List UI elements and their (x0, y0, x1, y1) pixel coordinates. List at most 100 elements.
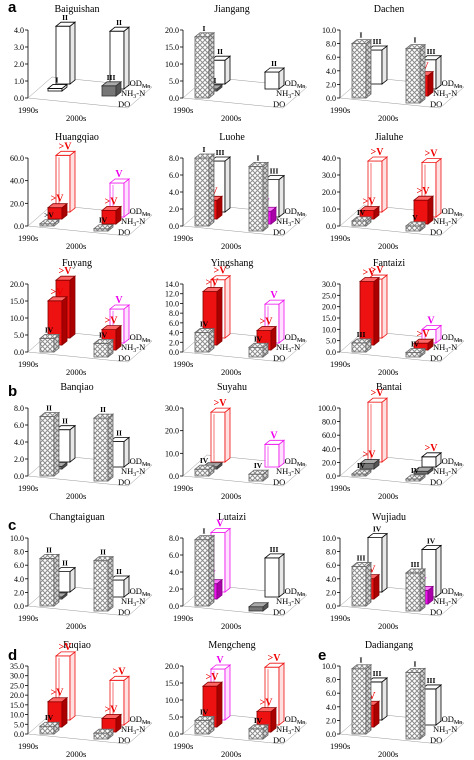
bar-front (351, 43, 367, 99)
bar-side (278, 662, 285, 726)
grade-label: II (100, 548, 106, 557)
panel-letter-a: a (8, 0, 17, 16)
grade-label: IV (200, 707, 209, 716)
bar-top (46, 84, 69, 89)
bar-side (53, 553, 60, 607)
bar-side (216, 681, 223, 728)
bar: IV (92, 216, 115, 232)
chart-panel-jialuhe: Jialuhe0.010.020.030.040.01990s2000sCODM… (322, 132, 465, 251)
y-tick-label: 20.0 (322, 458, 336, 467)
series-label: DO (430, 607, 442, 617)
bar-top (358, 277, 381, 282)
series-label: NH3-N (276, 216, 300, 228)
panel-letter-e: e (318, 647, 326, 664)
bar-top (201, 287, 224, 292)
bar: >V (420, 443, 443, 468)
bar-side (224, 407, 231, 463)
bar-side (435, 544, 442, 598)
bar-side (435, 157, 442, 218)
category-label: 2000s (221, 367, 241, 377)
y-tick-label: 4.0 (326, 67, 336, 76)
series-label: DO (273, 227, 285, 237)
chart-panel-bantai: Bantai 0.0 20.0 40.0 60.0 80.0 100.0 1990s 2000s… (318, 382, 465, 501)
y-tick-label: 100.0 (318, 404, 336, 413)
grade-label: >V (59, 642, 73, 653)
y-tick-label: 10.0 (10, 711, 24, 720)
grade-label: V (412, 213, 418, 222)
series-label: NH3-N (276, 342, 300, 354)
bar-top (263, 299, 286, 305)
bar: III (100, 73, 123, 97)
bar-side (123, 26, 130, 90)
bar: >V (366, 388, 389, 463)
bar-front (405, 671, 421, 740)
bar-top (358, 459, 381, 464)
chart-title: Jiangang (214, 4, 250, 15)
bar-front (93, 417, 109, 482)
grade-label: >V (417, 186, 431, 197)
bar: I (193, 145, 216, 227)
series-label: DO (118, 607, 130, 617)
bar: III (420, 676, 443, 726)
category-label: 2000s (66, 367, 86, 377)
bar-side (278, 174, 285, 218)
bar-top (92, 339, 115, 344)
bar: IV (247, 461, 270, 482)
bar: I (404, 659, 427, 740)
y-tick-label: 5.0 (169, 713, 179, 722)
category-label: 1990s (173, 741, 193, 751)
series-label: DO (118, 227, 130, 237)
floor (339, 204, 465, 237)
series-label: NH3-N (433, 466, 457, 478)
y-tick-label: 0.0 (169, 222, 179, 231)
series-label: DO (273, 477, 285, 487)
y-tick-label: 0.0 (169, 730, 179, 739)
category-label: 1990s (330, 105, 350, 115)
bar-side (69, 424, 76, 463)
bar-side (123, 675, 130, 726)
bar-front (405, 225, 421, 232)
bar-front (405, 352, 421, 358)
grade-label: >V (51, 287, 65, 298)
y-tick-label: 2.0 (14, 455, 24, 464)
category-label: 2000s (378, 367, 398, 377)
bar-side (107, 413, 114, 482)
y-tick-label: 10.0 (322, 662, 336, 671)
bar-front (351, 566, 367, 607)
bar-side (208, 31, 215, 99)
grade-label: I (414, 36, 417, 45)
chart-panel-suyahu: Suyahu0.010.020.030.01990s2000sCODMnNH3-… (165, 382, 308, 501)
category-label: 1990s (18, 233, 38, 243)
bar (412, 466, 435, 475)
bar-top (193, 153, 216, 159)
y-tick-label: 6.0 (326, 561, 336, 570)
y-tick-label: 10.0 (10, 534, 24, 543)
bar: IV (350, 461, 373, 477)
grade-label: IV (411, 339, 420, 348)
y-tick-label: 10.0 (165, 299, 179, 308)
category-label: 1990s (173, 613, 193, 623)
bar-side (208, 153, 215, 227)
grade-label: >V (268, 653, 282, 664)
category-label: 2000s (378, 749, 398, 759)
series-label: NH3-N (121, 88, 145, 100)
bar-side (262, 161, 269, 232)
y-tick-label: 8.0 (326, 40, 336, 49)
chart-title: Baiguishan (55, 4, 100, 15)
bar-top (366, 156, 389, 162)
y-tick-label: 20.0 (165, 26, 179, 35)
y-tick-label: 5.0 (326, 337, 336, 346)
series-label: NH3-N (121, 596, 145, 608)
bar: IV (193, 707, 216, 735)
bar-top (193, 464, 216, 470)
series-label: DO (430, 353, 442, 363)
series-label: NH3-N (276, 596, 300, 608)
bar-side (53, 411, 60, 477)
grade-label: >V (44, 211, 54, 220)
grade-label: IV (357, 461, 366, 470)
bar-top (404, 348, 427, 353)
y-tick-label: 15.0 (165, 43, 179, 52)
bar-top (263, 67, 286, 73)
y-tick-label: 40.0 (322, 154, 336, 163)
bar-side (427, 195, 434, 225)
